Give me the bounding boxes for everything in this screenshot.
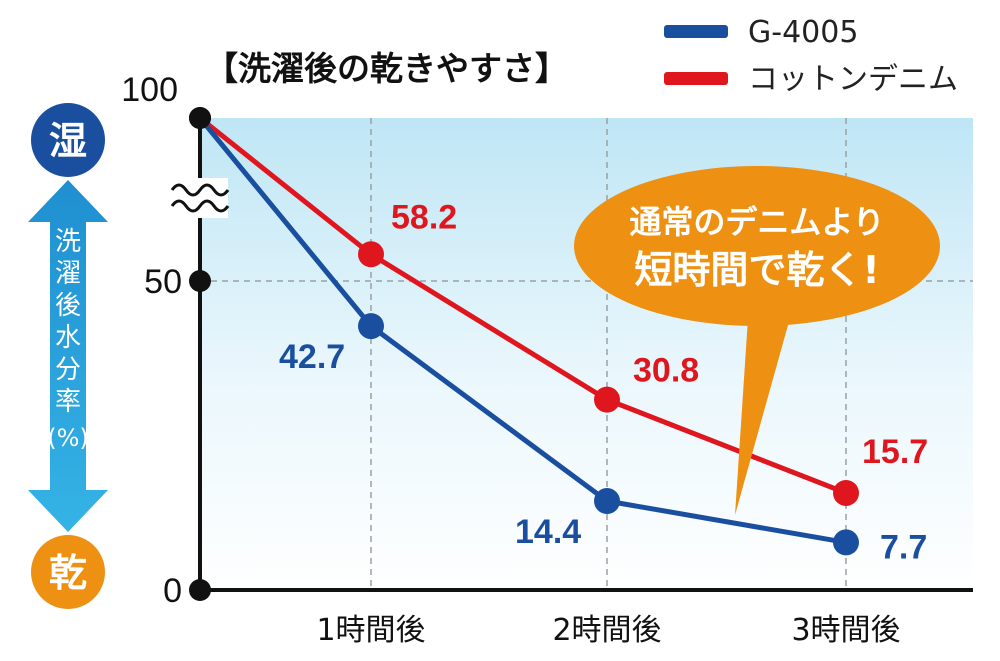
y-axis-title-char: 水	[55, 323, 81, 353]
y-axis-title-char: 洗	[55, 227, 81, 257]
legend-label-g4005: G-4005	[748, 15, 858, 50]
data-label: 30.8	[633, 352, 699, 390]
data-point	[594, 488, 620, 515]
data-label: 42.7	[279, 338, 345, 376]
y-tick-label-0: 0	[163, 572, 182, 610]
dry-circle	[31, 535, 105, 609]
double-arrow-icon	[28, 180, 108, 532]
chart-title: 【洗濯後の乾きやすさ】	[205, 49, 568, 88]
data-label: 58.2	[391, 198, 457, 236]
data-point-start	[189, 107, 211, 129]
data-point	[833, 529, 859, 556]
legend-swatch-g4005	[664, 25, 728, 38]
y-axis-title: 洗 濯 後 水 分 率 (%)	[47, 227, 89, 452]
data-point	[358, 313, 384, 340]
data-point	[594, 386, 620, 413]
x-tick-label-2h: 2時間後	[552, 613, 661, 648]
moisture-indicator: 湿 洗 濯 後 水 分 率 (%) 乾	[28, 103, 108, 609]
legend-swatch-cotton-denim	[664, 72, 728, 85]
dry-label: 乾	[49, 551, 87, 595]
callout-line-1: 通常のデニムより	[629, 203, 884, 241]
data-label: 7.7	[880, 528, 927, 566]
callout-shape	[735, 318, 790, 515]
axis-break-icon	[170, 178, 230, 218]
legend: G-4005 コットンデニム	[664, 15, 958, 97]
series-layer: 58.2 30.8 15.7 42.7 14.4 7.7	[189, 107, 928, 566]
y-axis-title-unit: (%)	[47, 424, 89, 452]
series-line-cotton-denim	[198, 116, 847, 496]
y-tick-label-100: 100	[121, 71, 178, 109]
y-axis-title-char: 後	[55, 291, 81, 321]
y-axis-title-char: 分	[55, 355, 81, 385]
y-tick-label-50: 50	[144, 263, 182, 301]
wet-label: 湿	[49, 119, 87, 163]
data-point	[833, 479, 859, 506]
y-tick-dot-50	[189, 270, 211, 292]
x-tick-label-1h: 1時間後	[316, 613, 425, 648]
series-line-g4005	[198, 116, 847, 545]
y-axis-title-char: 濯	[55, 259, 81, 289]
y-tick-dot-0	[189, 579, 211, 601]
data-point	[358, 241, 384, 268]
callout-ellipse	[574, 166, 940, 326]
data-label: 14.4	[515, 513, 581, 551]
callout-line-2: 短時間で乾く!	[634, 248, 879, 292]
data-label: 15.7	[862, 433, 928, 471]
y-axis-title-char: 率	[55, 387, 81, 417]
x-tick-label-3h: 3時間後	[791, 613, 900, 648]
legend-label-cotton-denim: コットンデニム	[748, 62, 958, 97]
callout-bubble: 通常のデニムより 短時間で乾く!	[574, 166, 940, 515]
wet-circle	[31, 103, 105, 177]
